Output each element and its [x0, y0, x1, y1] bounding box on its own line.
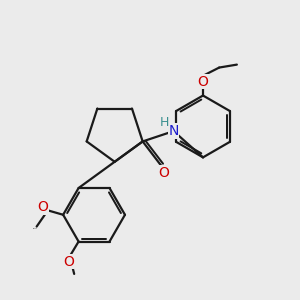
Text: O: O — [158, 166, 169, 180]
Text: H: H — [160, 116, 169, 129]
Text: O: O — [198, 75, 208, 89]
Text: N: N — [168, 124, 179, 138]
Text: methyl: methyl — [33, 228, 38, 229]
Text: O: O — [37, 200, 48, 214]
Text: O: O — [63, 255, 74, 268]
